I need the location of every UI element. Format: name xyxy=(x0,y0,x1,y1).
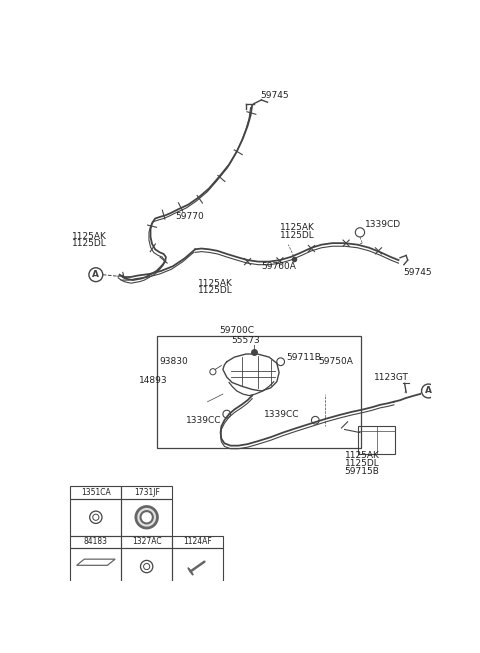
Bar xyxy=(121,535,172,548)
Bar xyxy=(121,499,172,535)
Text: 1351CA: 1351CA xyxy=(81,488,111,497)
Text: 59745: 59745 xyxy=(260,91,288,100)
Text: 84183: 84183 xyxy=(84,537,108,547)
Bar xyxy=(157,336,361,448)
Bar xyxy=(71,499,121,535)
Text: 1339CC: 1339CC xyxy=(264,409,300,419)
Text: 1125DL: 1125DL xyxy=(345,459,379,468)
Bar xyxy=(172,548,223,585)
Bar xyxy=(71,548,121,585)
Bar xyxy=(121,548,172,585)
Text: 1125AK: 1125AK xyxy=(198,279,233,288)
Circle shape xyxy=(89,268,103,281)
Text: 1125DL: 1125DL xyxy=(72,238,107,247)
Circle shape xyxy=(421,384,435,398)
Text: A: A xyxy=(92,270,99,279)
Text: 59700C: 59700C xyxy=(219,326,254,336)
Text: 1125AK: 1125AK xyxy=(345,451,379,460)
Text: 59745: 59745 xyxy=(403,268,432,277)
Text: 55573: 55573 xyxy=(232,336,260,345)
Bar xyxy=(172,535,223,548)
Text: 1339CC: 1339CC xyxy=(186,416,221,424)
Text: 14893: 14893 xyxy=(139,375,168,385)
Text: 1327AC: 1327AC xyxy=(132,537,161,547)
Circle shape xyxy=(136,507,157,528)
Text: 59750A: 59750A xyxy=(318,357,353,366)
Bar xyxy=(359,426,396,454)
Bar xyxy=(71,486,121,499)
Bar xyxy=(121,486,172,499)
Text: 59711B: 59711B xyxy=(286,353,321,362)
Text: 1125DL: 1125DL xyxy=(280,231,314,240)
Text: 1125AK: 1125AK xyxy=(72,232,107,241)
Text: 93830: 93830 xyxy=(159,357,188,366)
Text: 1123GT: 1123GT xyxy=(374,373,409,381)
Text: 1339CD: 1339CD xyxy=(365,220,401,229)
Text: 1125AK: 1125AK xyxy=(280,223,315,232)
Circle shape xyxy=(141,511,153,524)
Text: 1731JF: 1731JF xyxy=(134,488,160,497)
Text: 1125DL: 1125DL xyxy=(198,287,233,295)
Bar xyxy=(71,535,121,548)
Text: A: A xyxy=(425,387,432,396)
Text: 59715B: 59715B xyxy=(345,466,379,475)
Text: 59770: 59770 xyxy=(175,212,204,221)
Text: 59760A: 59760A xyxy=(262,262,296,271)
Text: 1124AF: 1124AF xyxy=(183,537,212,547)
